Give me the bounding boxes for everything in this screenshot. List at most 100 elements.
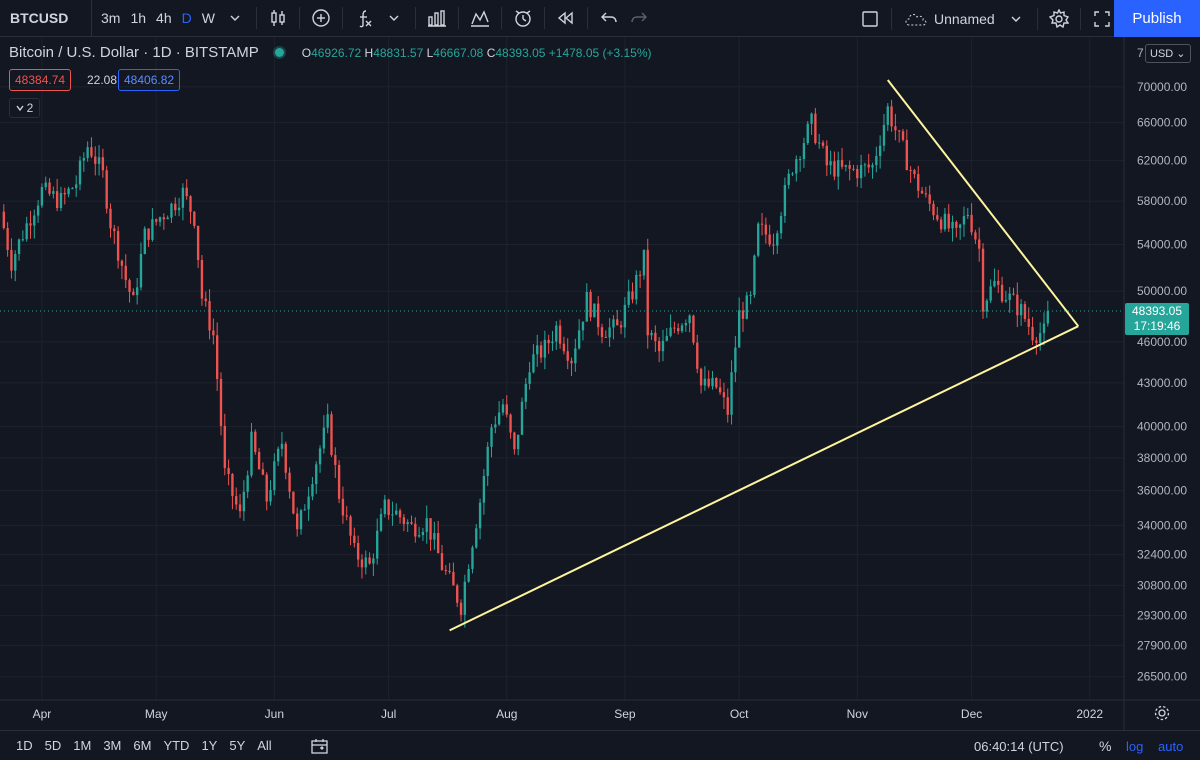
candle-body [989, 286, 992, 301]
candle-body [520, 401, 524, 435]
range-1y[interactable]: 1Y [201, 738, 218, 753]
layout-dropdown-icon[interactable] [1001, 4, 1031, 34]
range-6m[interactable]: 6M [133, 738, 152, 753]
candle-body [837, 160, 840, 177]
candle-body [577, 330, 581, 349]
currency-label: USD [1150, 48, 1174, 60]
add-compare-icon[interactable] [306, 3, 336, 33]
settings-gear-icon[interactable] [1044, 4, 1074, 34]
range-5d[interactable]: 5D [44, 738, 62, 753]
candle-body [246, 475, 249, 492]
candle-body [463, 581, 467, 615]
fullscreen-icon[interactable] [1087, 4, 1117, 34]
candle-body [44, 182, 47, 188]
candlestick-series [2, 99, 1049, 628]
candle-body [120, 260, 124, 266]
candle-body [818, 142, 821, 144]
range-ytd[interactable]: YTD [163, 738, 190, 753]
price-tick-label: 30800.00 [1137, 578, 1187, 592]
indicators-icon[interactable] [349, 3, 379, 33]
redo-icon[interactable] [624, 3, 654, 33]
interval-w[interactable]: W [201, 10, 215, 26]
range-all[interactable]: All [257, 738, 272, 753]
range-3m[interactable]: 3M [103, 738, 122, 753]
candle-body [330, 414, 333, 456]
candle-body [254, 431, 257, 453]
candle-body [962, 216, 966, 225]
candle-body [1023, 304, 1027, 319]
candle-body [779, 215, 783, 234]
candle-body [749, 294, 752, 296]
legend-title[interactable]: Bitcoin / U.S. Dollar · 1D · BITSTAMP [9, 44, 259, 61]
layout-name-button[interactable]: Unnamed [898, 11, 1001, 27]
auto-scale-button[interactable]: auto [1158, 739, 1184, 754]
candle-body [783, 184, 787, 216]
candle-body [105, 170, 108, 209]
candle-body [90, 147, 93, 157]
price-tick-label: 70000.00 [1137, 80, 1187, 94]
time-tick-label: 2022 [1076, 707, 1103, 721]
price-chart[interactable]: 26500.00 27900.00 29300.00 30800.00 32400.00… [0, 0, 1200, 730]
candle-body [616, 319, 619, 326]
sell-price-button[interactable]: 48384.74 [9, 69, 72, 91]
templates-icon[interactable] [465, 3, 495, 33]
interval-1h[interactable]: 1h [130, 10, 147, 26]
replay-icon[interactable] [551, 3, 581, 33]
candle-body [840, 160, 844, 167]
candle-body [490, 427, 493, 447]
financials-icon[interactable] [422, 3, 452, 33]
symbol-search[interactable]: BTCUSD [0, 0, 92, 36]
candle-body [684, 323, 688, 326]
indicators-toggle[interactable]: 2 [9, 98, 40, 118]
candle-body [787, 173, 790, 185]
alert-icon[interactable] [508, 3, 538, 33]
price-tick-label: 32400.00 [1137, 548, 1187, 562]
interval-3m[interactable]: 3m [101, 10, 121, 26]
candle-body [654, 332, 657, 342]
candle-body [425, 518, 428, 532]
candle-body [315, 464, 318, 485]
ohlc-values: O46926.72 H48831.57 L46667.08 C48393.05 … [301, 45, 652, 60]
candle-body [928, 194, 931, 204]
candle-body [589, 291, 592, 318]
range-1m[interactable]: 1M [73, 738, 92, 753]
market-status-icon[interactable] [274, 48, 284, 57]
candle-body [898, 130, 901, 132]
percent-scale-button[interactable]: % [1099, 738, 1112, 754]
trendline[interactable] [449, 325, 1079, 632]
candle-body [132, 291, 135, 296]
candle-body [185, 187, 188, 197]
range-1d[interactable]: 1D [16, 738, 33, 753]
interval-d[interactable]: D [181, 10, 192, 26]
range-5y[interactable]: 5Y [229, 738, 246, 753]
interval-4h[interactable]: 4h [156, 10, 172, 26]
candle-body [337, 464, 341, 499]
candle-body [547, 339, 550, 344]
candle-body [97, 157, 101, 164]
candle-body [261, 469, 265, 475]
trendline[interactable] [886, 79, 1080, 327]
trendline-drawings[interactable] [449, 79, 1080, 632]
buy-price-button[interactable]: 48406.82 [118, 69, 181, 91]
divider [891, 8, 892, 30]
time-axis-settings-icon[interactable] [1154, 705, 1170, 721]
log-scale-button[interactable]: log [1126, 739, 1144, 754]
candle-body [212, 330, 215, 336]
candle-body [978, 239, 981, 249]
price-tick-label: 66000.00 [1137, 116, 1187, 130]
candle-body [436, 533, 440, 554]
indicators-dropdown-icon[interactable] [379, 3, 409, 33]
utc-clock[interactable]: 06:40:14 (UTC) [974, 739, 1064, 754]
candle-body [795, 159, 798, 174]
currency-dropdown[interactable]: USD ⌄ [1145, 44, 1191, 63]
candle-body [894, 126, 897, 131]
fullscreen-square-icon[interactable] [855, 4, 885, 34]
undo-icon[interactable] [594, 3, 624, 33]
candle-body [1019, 304, 1023, 316]
interval-dropdown-icon[interactable] [220, 3, 250, 33]
goto-date-icon[interactable] [310, 737, 330, 755]
publish-button[interactable]: Publish [1114, 0, 1200, 37]
time-tick-label: Jun [265, 707, 284, 721]
candle-body [288, 472, 291, 492]
candles-style-icon[interactable] [263, 3, 293, 33]
